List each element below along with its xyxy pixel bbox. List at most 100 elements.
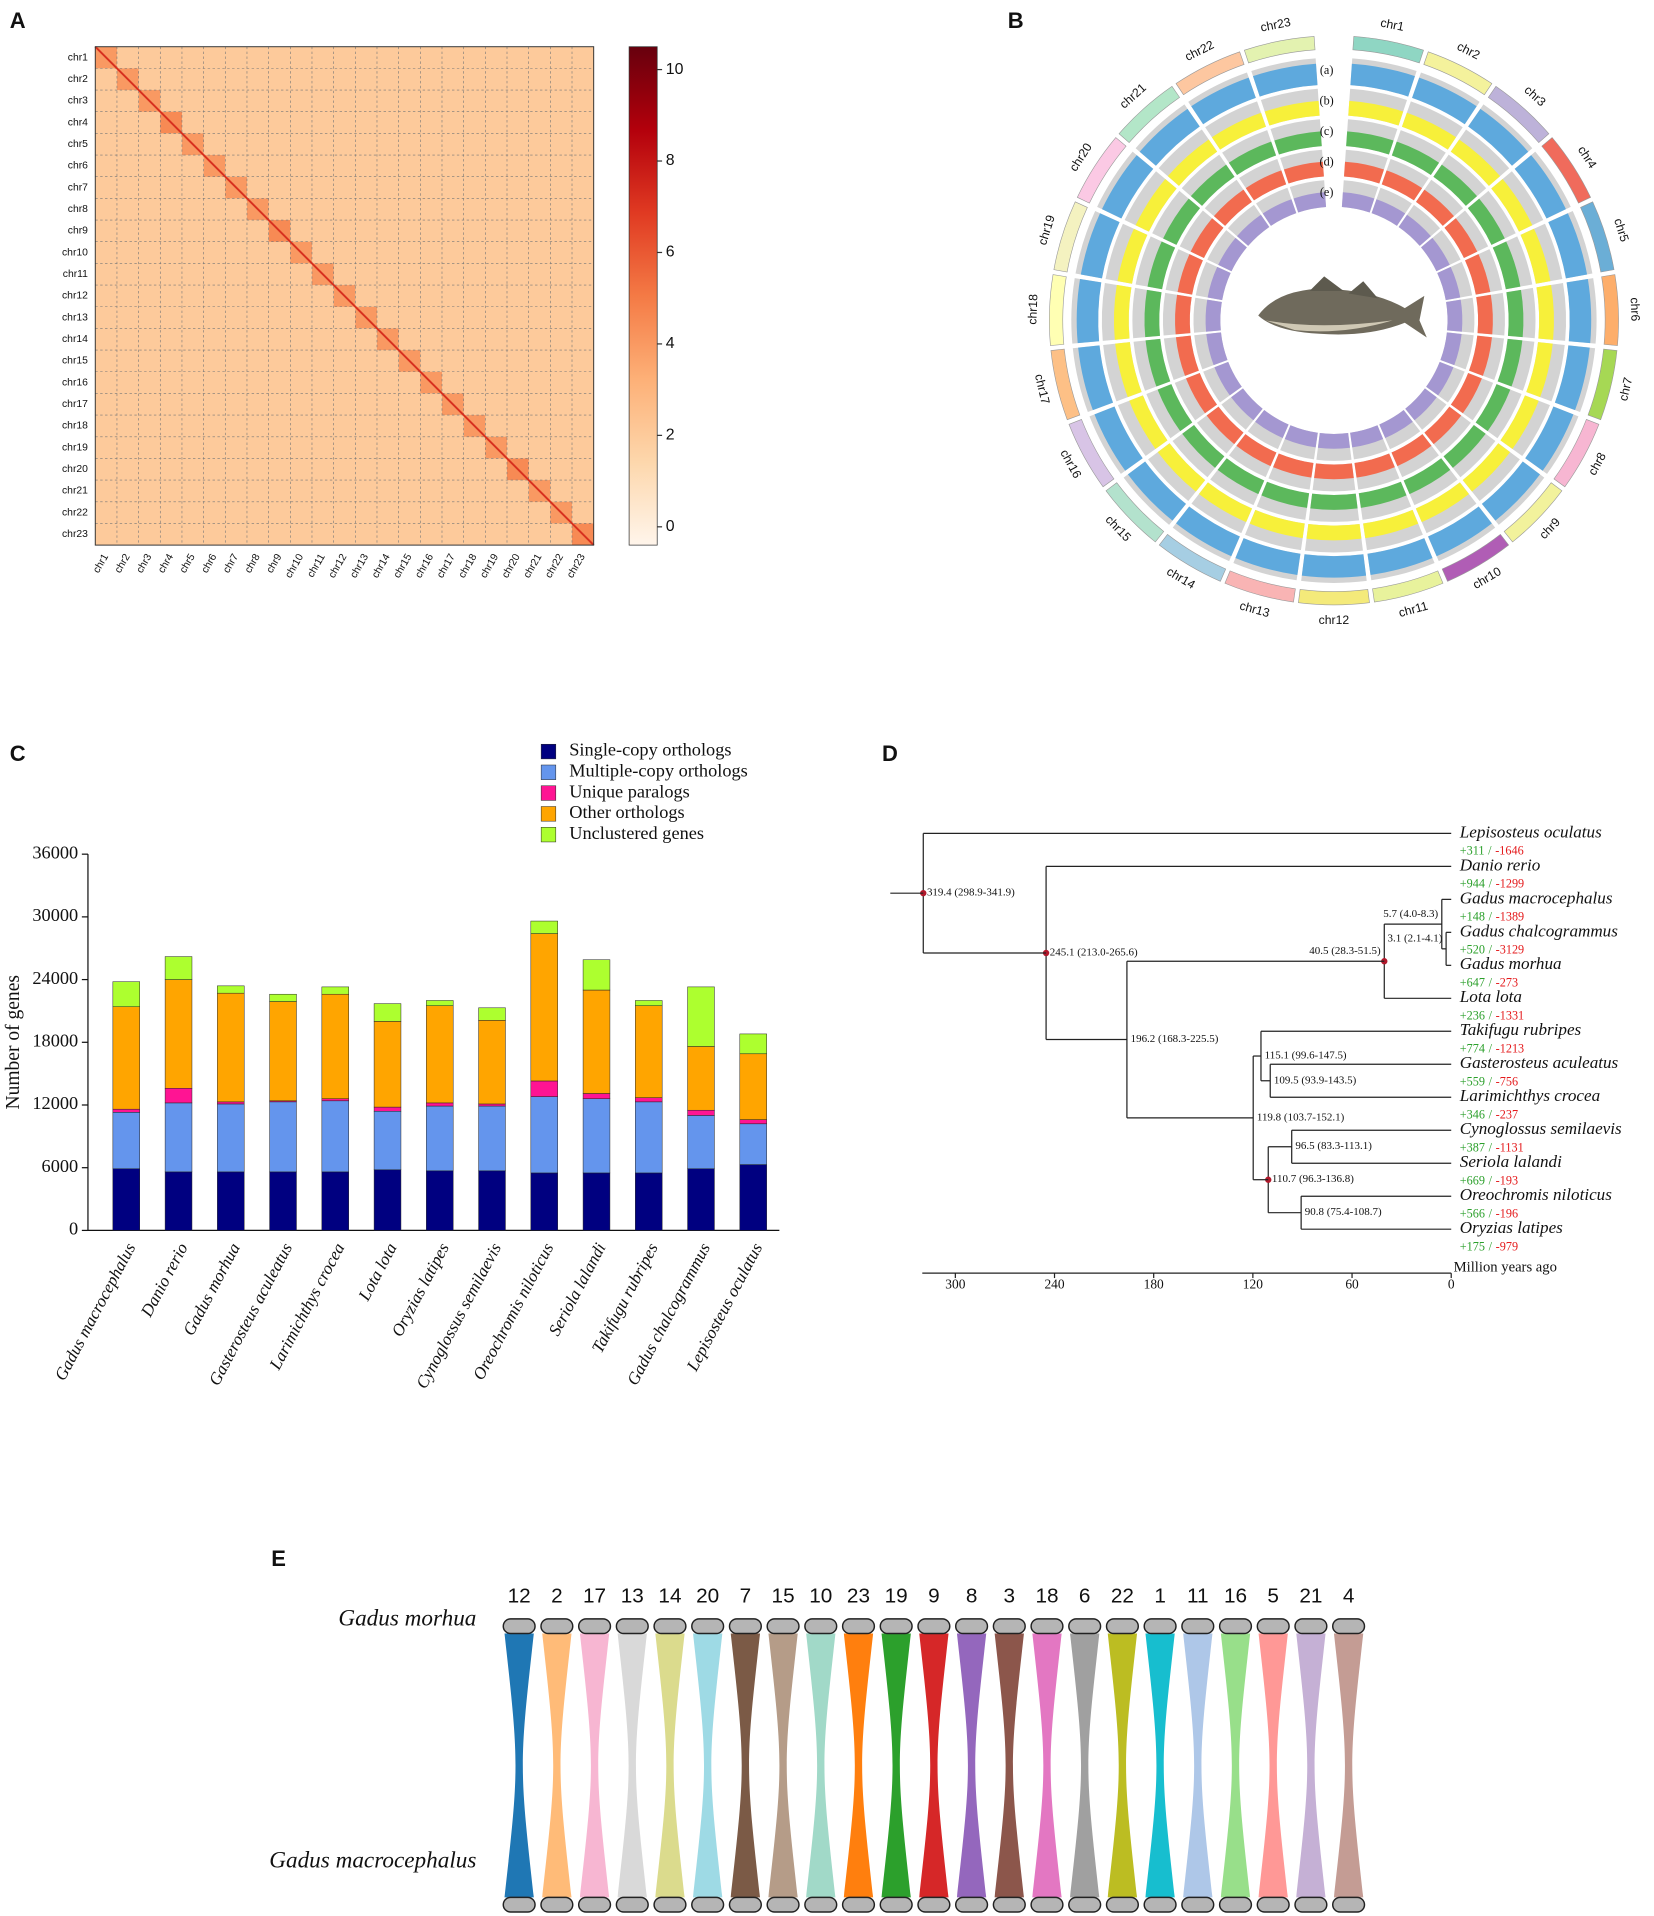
- track: [1129, 395, 1168, 449]
- synteny-ribbon: [1258, 1633, 1288, 1898]
- track: [1468, 108, 1529, 166]
- separator: /: [1489, 942, 1493, 956]
- chromosome: [1352, 36, 1424, 64]
- chromosome: [1601, 274, 1619, 346]
- synteny-ribbon: [1070, 1633, 1100, 1898]
- chromosome-top: [992, 1618, 1026, 1635]
- x-tick-label: 180: [1144, 1276, 1164, 1291]
- track: [1446, 299, 1463, 332]
- contraction: -1131: [1496, 1140, 1524, 1154]
- synteny-ribbon: [579, 1633, 610, 1898]
- y-tick-label: 30000: [32, 905, 78, 925]
- track: [1440, 332, 1462, 366]
- track: [1310, 493, 1358, 510]
- bar-segment: [164, 956, 193, 980]
- chromosome-top: [502, 1618, 536, 1635]
- x-tick-label: chr20: [500, 552, 523, 580]
- gene-family-change: +520 /-3129: [1460, 942, 1524, 956]
- track: [1412, 77, 1477, 125]
- bar-segment: [269, 993, 297, 1002]
- bar-segment: [582, 1093, 611, 1099]
- track: [1245, 170, 1287, 201]
- bar-segment: [739, 1033, 767, 1055]
- top-chromosome-label: 14: [658, 1584, 681, 1607]
- y-tick-label: chr16: [62, 377, 88, 388]
- contraction: -196: [1496, 1206, 1518, 1220]
- bar-segment: [635, 1101, 663, 1174]
- bar-segment: [426, 1105, 454, 1172]
- track: [1381, 170, 1423, 201]
- synteny-ribbon: [1183, 1633, 1213, 1898]
- top-chromosome-label: 4: [1343, 1584, 1355, 1607]
- synteny-ribbon: [843, 1633, 874, 1898]
- chromosome: [1118, 85, 1181, 144]
- y-tick-label: chr2: [68, 74, 88, 85]
- separator: /: [1489, 1107, 1493, 1121]
- track: [1371, 199, 1406, 226]
- separator: /: [1489, 1074, 1493, 1088]
- track: [1500, 395, 1539, 449]
- y-tick-label: chr13: [62, 312, 88, 323]
- synteny-ribbon: [693, 1633, 723, 1898]
- chromosome-bottom: [917, 1896, 951, 1913]
- chromosome-label: chr16: [1057, 447, 1084, 481]
- species-bottom: Gadus macrocephalus: [269, 1847, 476, 1873]
- x-tick-label: chr5: [178, 552, 198, 575]
- track: [1348, 100, 1404, 126]
- separator: /: [1489, 1041, 1493, 1055]
- chromosome-top: [577, 1618, 612, 1635]
- bar-segment: [478, 1103, 506, 1107]
- expansion: +175: [1460, 1239, 1485, 1253]
- node-label: 3.1 (2.1-4.1): [1388, 933, 1443, 945]
- colorbar-tick-label: 0: [666, 518, 675, 535]
- leaf-name: Oryzias latipes: [1460, 1218, 1563, 1237]
- y-tick-label: chr8: [68, 204, 88, 215]
- track: [1186, 373, 1218, 414]
- track: [1157, 384, 1193, 432]
- track: [1117, 228, 1148, 284]
- expansion: +387: [1460, 1140, 1485, 1154]
- chromosome: [1587, 348, 1618, 421]
- chromosome-label: chr6: [1628, 297, 1643, 321]
- chromosome-bottom: [1218, 1896, 1253, 1913]
- track: [1424, 406, 1462, 445]
- track: [1228, 141, 1277, 176]
- bar-segment: [739, 1164, 767, 1231]
- chromosome: [1372, 570, 1444, 603]
- track: [1236, 434, 1277, 467]
- colorbar-tick-label: 4: [666, 335, 675, 352]
- bar-segment: [269, 1001, 297, 1102]
- track: [1207, 266, 1231, 301]
- track: [1101, 155, 1154, 219]
- chromosome-bottom: [1294, 1896, 1328, 1913]
- bar-segment: [478, 1105, 506, 1172]
- track: [1175, 335, 1199, 376]
- bar-segment: [269, 1101, 297, 1173]
- chromosome-top: [1256, 1618, 1290, 1635]
- y-tick-label: chr18: [62, 421, 88, 432]
- top-chromosome-label: 19: [885, 1584, 908, 1607]
- track: [1354, 453, 1395, 478]
- track: [1462, 443, 1511, 492]
- chromosome: [1503, 482, 1563, 543]
- node-label: 319.4 (298.9-341.9): [927, 887, 1015, 899]
- bar-segment: [164, 1171, 193, 1231]
- chromosome-bottom: [804, 1896, 838, 1913]
- chromosome-top: [954, 1618, 989, 1635]
- chromosome-bottom: [841, 1896, 876, 1913]
- bar-segment: [687, 986, 715, 1047]
- bar-segment: [635, 1000, 663, 1006]
- x-tick-label: chr21: [522, 552, 545, 580]
- y-tick-label: chr21: [62, 486, 88, 497]
- chromosome: [1441, 533, 1510, 582]
- node-label: 40.5 (28.3-51.5): [1309, 945, 1381, 957]
- expansion: +669: [1460, 1173, 1485, 1187]
- chromosome-bottom: [615, 1896, 649, 1913]
- track: [1264, 100, 1320, 126]
- bar-segment: [687, 1109, 715, 1116]
- x-tick-label: chr19: [479, 552, 502, 580]
- track: [1190, 218, 1224, 259]
- chromosome-top: [1331, 1618, 1366, 1635]
- x-tick-label: Gadus macrocephalus: [51, 1240, 140, 1384]
- node-label: 245.1 (213.0-265.6): [1050, 946, 1138, 958]
